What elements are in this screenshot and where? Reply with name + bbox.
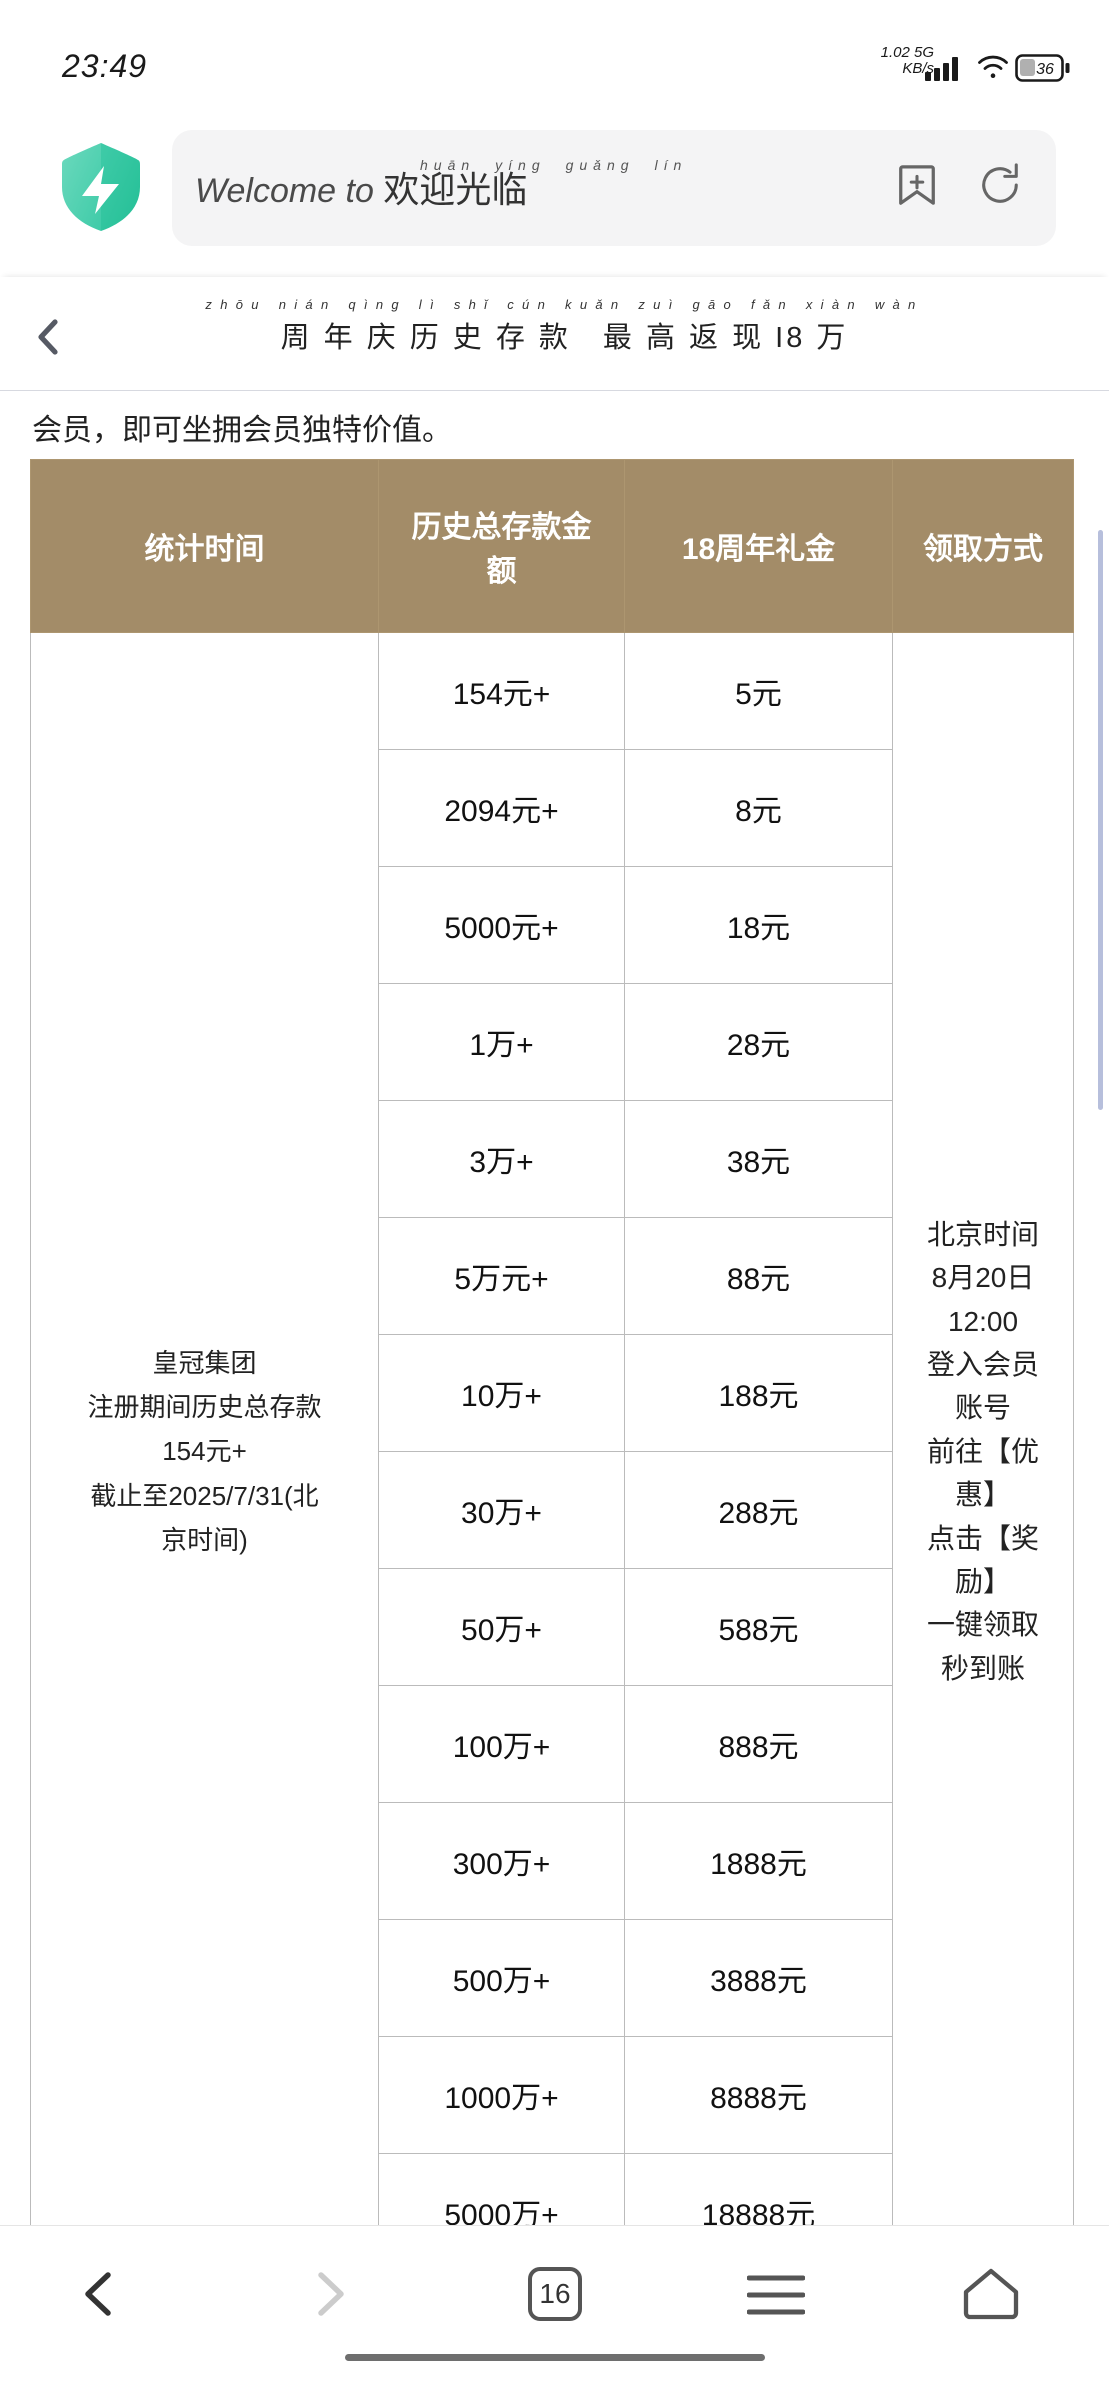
- svg-text:36: 36: [1036, 61, 1054, 78]
- svg-text:16: 16: [539, 2278, 570, 2309]
